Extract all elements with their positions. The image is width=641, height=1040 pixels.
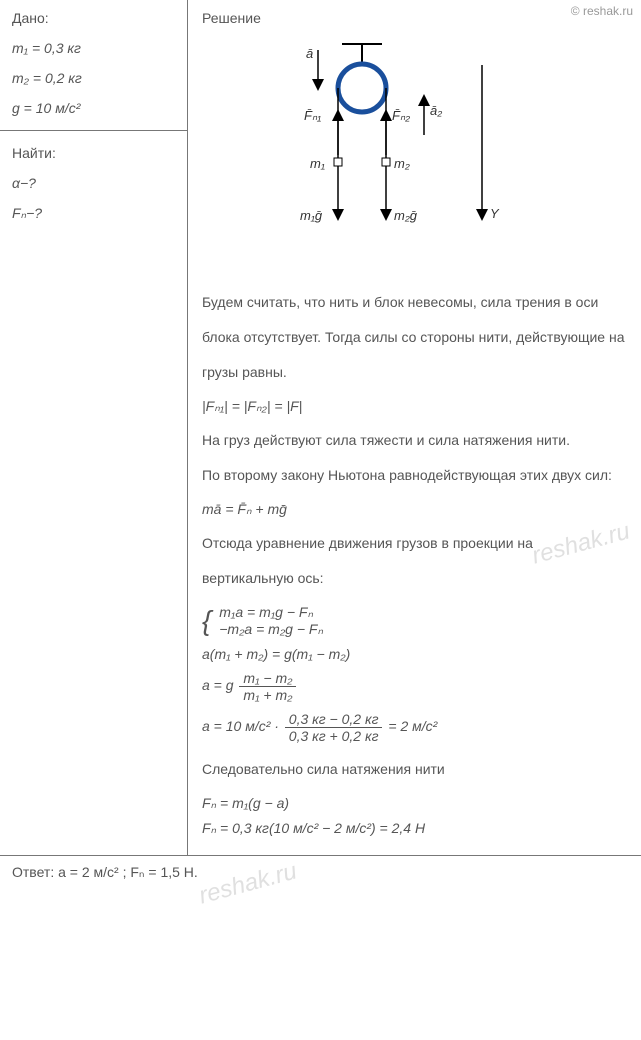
pulley-diagram: ā F̄ₙ₁ F̄ₙ₂ ā₂ m₁ m₂ — [252, 40, 532, 260]
main-container: Дано: m₁ = 0,3 кг m₂ = 0,2 кг g = 10 м/с… — [0, 0, 641, 856]
eq6: Fₙ = m₁(g − a) — [202, 795, 627, 812]
system: { m₁a = m₁g − Fₙ −m₂a = m₂g − Fₙ — [202, 604, 627, 638]
answer-line: Ответ: a = 2 м/с² ; Fₙ = 1,5 Н. — [0, 856, 641, 889]
eq5-num: 0,3 кг − 0,2 кг — [285, 711, 383, 728]
text5: Следовательно сила натяжения нити — [202, 752, 627, 787]
eq4-den: m₁ + m₂ — [239, 687, 296, 703]
text3: По второму закону Ньютона равнодействующ… — [202, 458, 627, 493]
svg-text:Y: Y — [490, 206, 500, 221]
find-alpha: α−? — [12, 175, 175, 191]
find-fn: Fₙ−? — [12, 205, 175, 222]
text2: На груз действуют сила тяжести и сила на… — [202, 423, 627, 458]
find-title: Найти: — [12, 145, 175, 161]
eq4-num: m₁ − m₂ — [239, 670, 296, 687]
sys1: m₁a = m₁g − Fₙ — [219, 604, 313, 620]
solution-column: Решение ā — [188, 0, 641, 855]
given-title: Дано: — [12, 10, 175, 26]
solution-title: Решение — [202, 10, 627, 26]
diagram-svg: ā F̄ₙ₁ F̄ₙ₂ ā₂ m₁ m₂ — [252, 40, 532, 260]
svg-text:m₁ḡ: m₁ḡ — [300, 208, 323, 223]
svg-text:F̄ₙ₁: F̄ₙ₁ — [304, 108, 321, 123]
eq7: Fₙ = 0,3 кг(10 м/с² − 2 м/с²) = 2,4 Н — [202, 820, 627, 837]
svg-text:F̄ₙ₂: F̄ₙ₂ — [392, 108, 410, 123]
eq5-den: 0,3 кг + 0,2 кг — [285, 728, 383, 744]
svg-text:m₁: m₁ — [310, 156, 325, 171]
eq2: mā = F̄ₙ + mḡ — [202, 501, 627, 518]
eq5: a = 10 м/с² · 0,3 кг − 0,2 кг 0,3 кг + 0… — [202, 711, 627, 744]
svg-text:m₂ḡ: m₂ḡ — [394, 208, 418, 223]
given-m2: m₂ = 0,2 кг — [12, 70, 175, 86]
divider — [0, 130, 187, 131]
given-m1: m₁ = 0,3 кг — [12, 40, 175, 56]
svg-text:ā: ā — [306, 46, 313, 61]
brace-icon: { — [202, 605, 211, 637]
eq5-rhs: = 2 м/с² — [388, 718, 437, 734]
given-g: g = 10 м/с² — [12, 100, 175, 116]
text4: Отсюда уравнение движения грузов в проек… — [202, 526, 627, 596]
eq4-lhs: a = g — [202, 677, 234, 693]
sys2: −m₂a = m₂g − Fₙ — [219, 621, 323, 637]
svg-text:ā₂: ā₂ — [430, 103, 442, 118]
text1: Будем считать, что нить и блок невесомы,… — [202, 285, 627, 390]
eq5-lhs: a = 10 м/с² · — [202, 718, 283, 734]
eq1: |Fₙ₁| = |Fₙ₂| = |F| — [202, 398, 627, 415]
given-column: Дано: m₁ = 0,3 кг m₂ = 0,2 кг g = 10 м/с… — [0, 0, 188, 855]
svg-text:m₂: m₂ — [394, 156, 410, 171]
eq4: a = g m₁ − m₂ m₁ + m₂ — [202, 670, 627, 703]
eq3: a(m₁ + m₂) = g(m₁ − m₂) — [202, 646, 627, 662]
